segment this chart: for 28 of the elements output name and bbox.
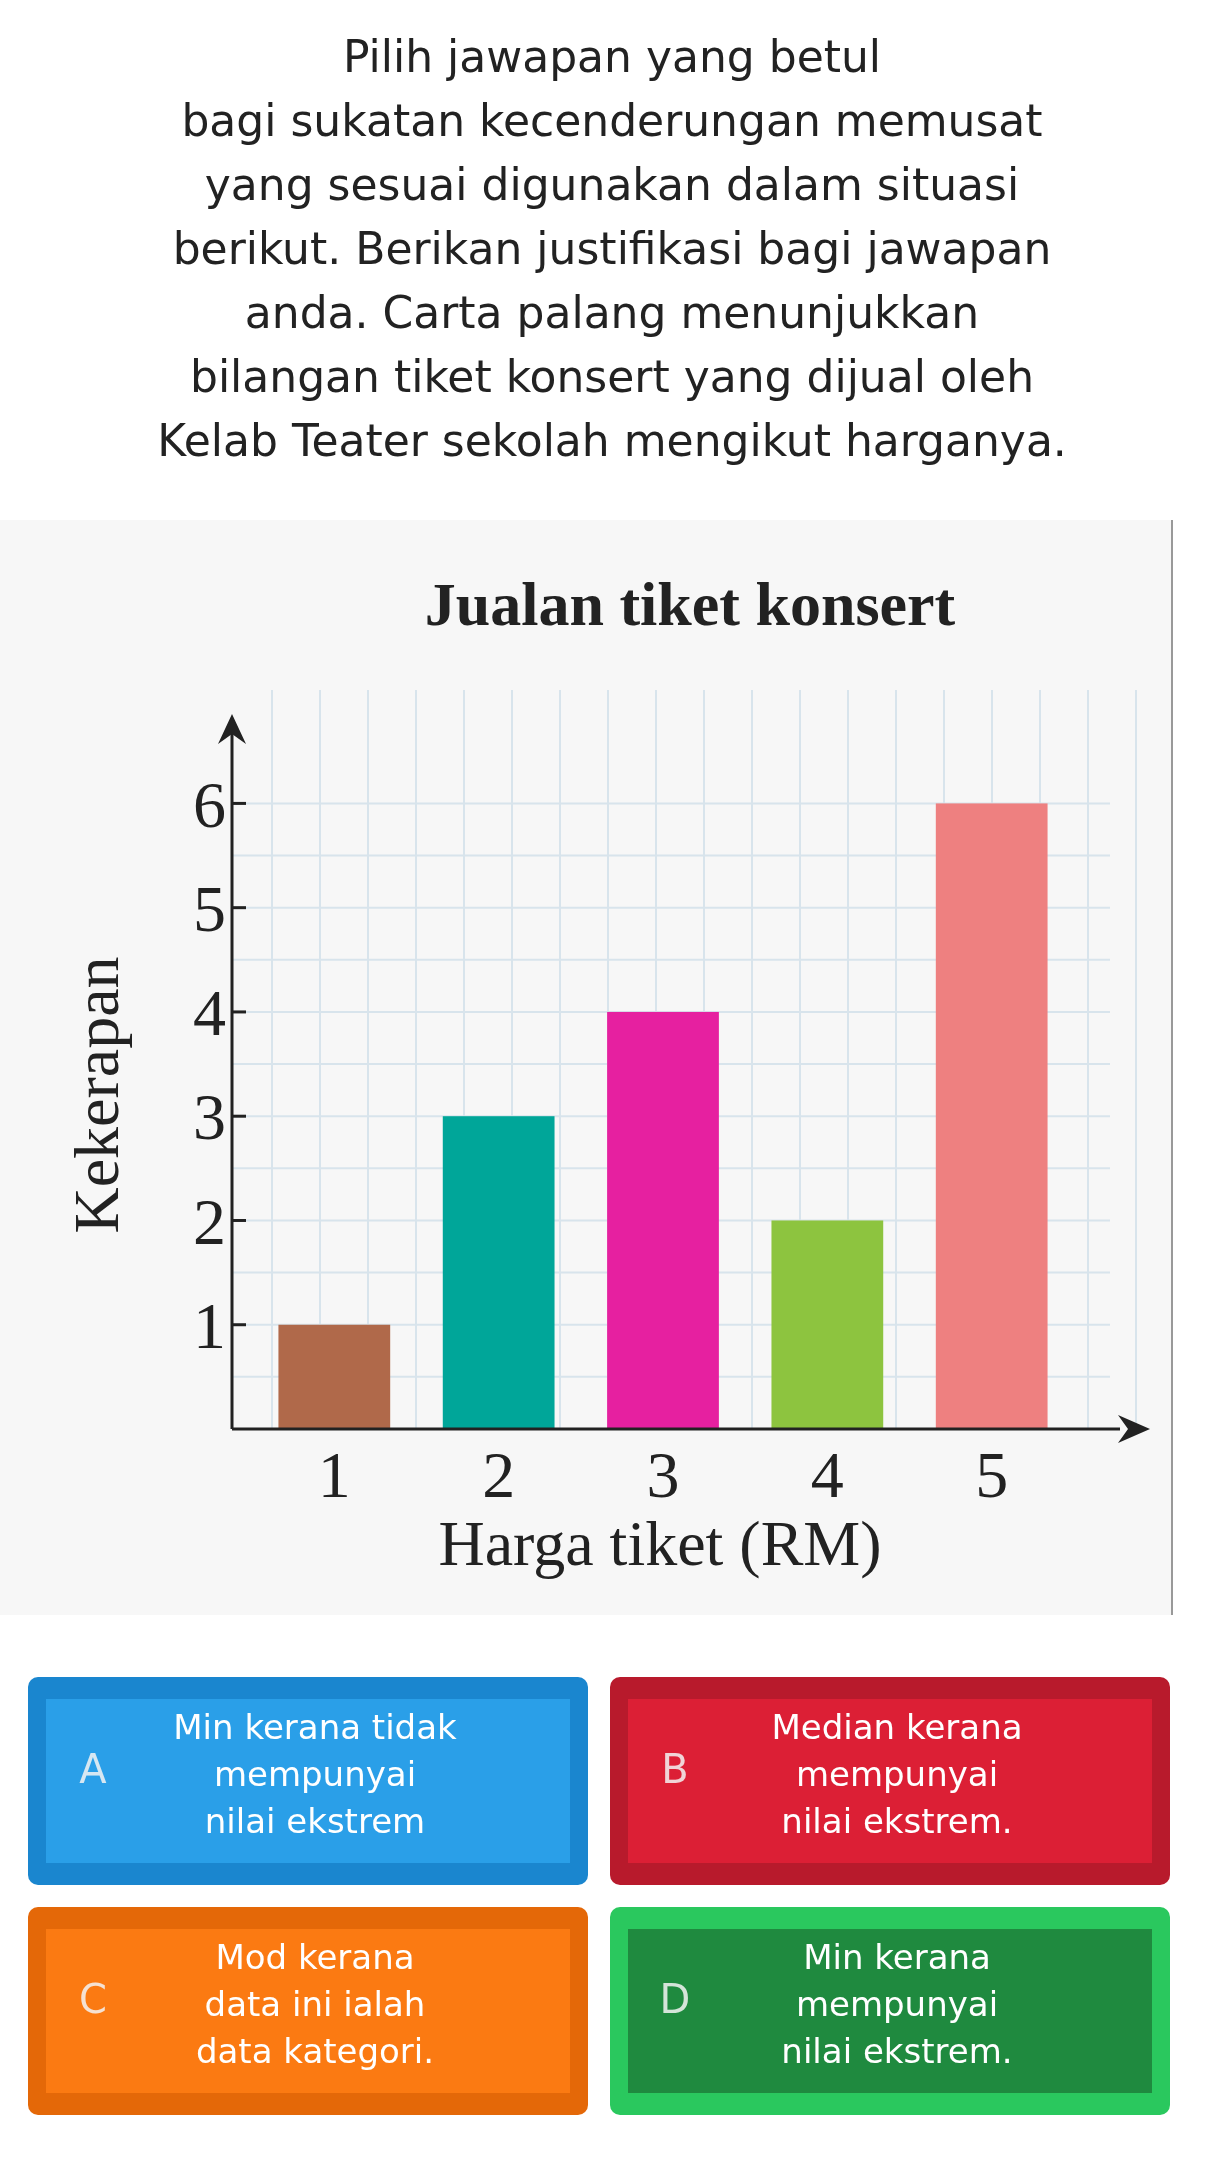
text: B — [661, 1746, 689, 1792]
text: Min kerana mempunyai nilai ekstrem. — [781, 1937, 1013, 2071]
bar — [771, 1220, 884, 1429]
bar — [278, 1324, 391, 1430]
text: Pilih jawapan yang betul bagi sukatan kecenderungan memusat yang sesuai digunakan dalam situasi berikut. Berikan justifikasi bagi jawapan anda. Carta palang menunjukkan bilangan tiket konsert yang dijual oleh Kelab Teater sekolah mengikut harganya. — [157, 31, 1067, 466]
bar — [607, 1011, 719, 1429]
x-axis-title: Harga tiket (RM) — [438, 1508, 882, 1579]
y-axis-title: Kekerapan — [61, 956, 132, 1234]
x-tick-label: 2 — [482, 1438, 516, 1511]
text: D — [659, 1976, 691, 2022]
y-tick-label: 6 — [193, 767, 226, 841]
y-tick-label: 1 — [193, 1288, 226, 1362]
y-tick-label: 3 — [193, 1080, 226, 1154]
y-tick-label: 4 — [193, 976, 226, 1050]
bar — [442, 1116, 555, 1429]
text: Min kerana tidak mempunyai nilai ekstrem — [173, 1707, 458, 1841]
x-tick-label: 5 — [975, 1438, 1009, 1511]
chart-title: Jualan tiket konsert — [424, 570, 956, 638]
y-tick-label: 5 — [193, 871, 226, 945]
text: A — [79, 1746, 108, 1792]
x-tick-label: 1 — [317, 1438, 351, 1511]
y-tick-label: 2 — [193, 1184, 226, 1258]
text: Median kerana mempunyai nilai ekstrem. — [771, 1707, 1023, 1841]
bar — [935, 803, 1048, 1429]
x-tick-label: 3 — [646, 1438, 680, 1511]
text: C — [79, 1976, 107, 2022]
text: Mod kerana data ini ialah data kategori. — [195, 1937, 435, 2071]
x-tick-label: 4 — [810, 1438, 844, 1511]
